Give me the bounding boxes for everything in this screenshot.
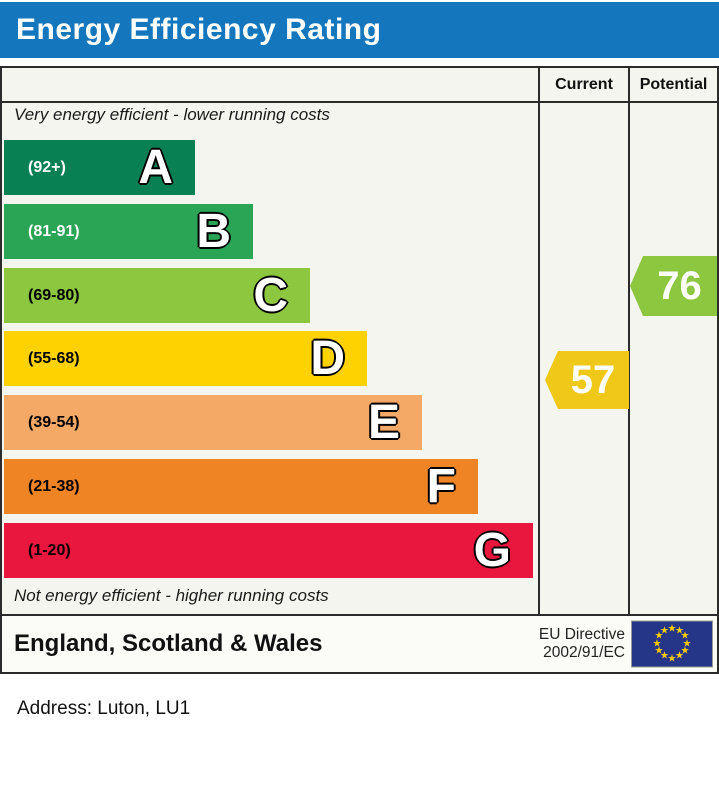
band-letter: C xyxy=(253,268,288,322)
band-range-label: (92+) xyxy=(28,159,66,176)
title-bar: Energy Efficiency Rating xyxy=(0,2,719,58)
band-letter: A xyxy=(138,141,173,194)
band-row-e: (39-54) E xyxy=(4,395,422,451)
eu-directive-line1: EU Directive xyxy=(538,626,625,643)
potential-column-divider xyxy=(628,68,630,614)
eu-flag-icon: ★ ★ ★ ★ ★ ★ ★ ★ ★ ★ ★ ★ xyxy=(631,620,713,668)
eu-flag-star-icon: ★ xyxy=(675,650,684,662)
band-range-label: (1-20) xyxy=(28,541,71,559)
band-range-label: (81-91) xyxy=(28,222,80,240)
band-letter: F xyxy=(426,460,456,513)
eu-flag-star-icon: ★ xyxy=(660,625,669,636)
band-row-g: (1-20) G xyxy=(4,522,533,578)
eu-flag-star-icon: ★ xyxy=(667,653,677,664)
band-letter: B xyxy=(196,204,231,258)
bottom-note: Not energy efficient - higher running co… xyxy=(14,586,329,605)
header-row-divider xyxy=(2,101,717,103)
current-column-header: Current xyxy=(555,76,613,93)
region-label: England, Scotland & Wales xyxy=(14,630,323,657)
band-row-f: (21-38) F xyxy=(4,459,478,514)
potential-column-header: Potential xyxy=(639,76,708,93)
current-rating-value: 57 xyxy=(570,358,616,402)
band-row-a: (92+) A xyxy=(4,140,195,195)
band-range-label: (39-54) xyxy=(28,414,80,432)
eu-flag-star-icon: ★ xyxy=(675,625,684,636)
eu-flag-star-icon: ★ xyxy=(682,638,692,649)
eu-directive-label: EU Directive 2002/91/EC xyxy=(539,626,625,662)
address-line: Address: Luton, LU1 xyxy=(17,698,191,719)
current-rating-arrow: 57 xyxy=(545,351,629,409)
band-row-c: (69-80) C xyxy=(4,267,310,323)
eu-flag-star-icon: ★ xyxy=(660,650,669,662)
band-range-label: (69-80) xyxy=(28,286,80,304)
top-note: Very energy efficient - lower running co… xyxy=(14,105,330,124)
potential-rating-value: 76 xyxy=(657,264,702,308)
band-range-label: (55-68) xyxy=(28,350,80,368)
band-row-b: (81-91) B xyxy=(4,203,253,259)
current-column-divider xyxy=(538,68,540,614)
eu-flag-star-icon: ★ xyxy=(654,630,664,642)
energy-rating-chart: Current Potential Very energy efficient … xyxy=(0,66,719,616)
band-range-label: (21-38) xyxy=(28,478,80,495)
band-letter: E xyxy=(367,396,400,450)
band-letter: D xyxy=(310,332,345,386)
page-title: Energy Efficiency Rating xyxy=(16,13,382,46)
potential-rating-arrow: 76 xyxy=(630,256,717,316)
eu-flag-star-icon: ★ xyxy=(667,623,677,634)
eu-flag-star-icon: ★ xyxy=(654,645,664,657)
eu-flag-star-icon: ★ xyxy=(680,645,690,657)
band-row-d: (55-68) D xyxy=(4,331,367,387)
eu-flag-star-icon: ★ xyxy=(680,630,690,642)
footer-bar: England, Scotland & Wales EU Directive 2… xyxy=(0,614,719,674)
eu-flag-star-icon: ★ xyxy=(652,638,662,649)
band-letter: G xyxy=(473,523,511,577)
eu-directive-line2: 2002/91/EC xyxy=(543,644,625,661)
